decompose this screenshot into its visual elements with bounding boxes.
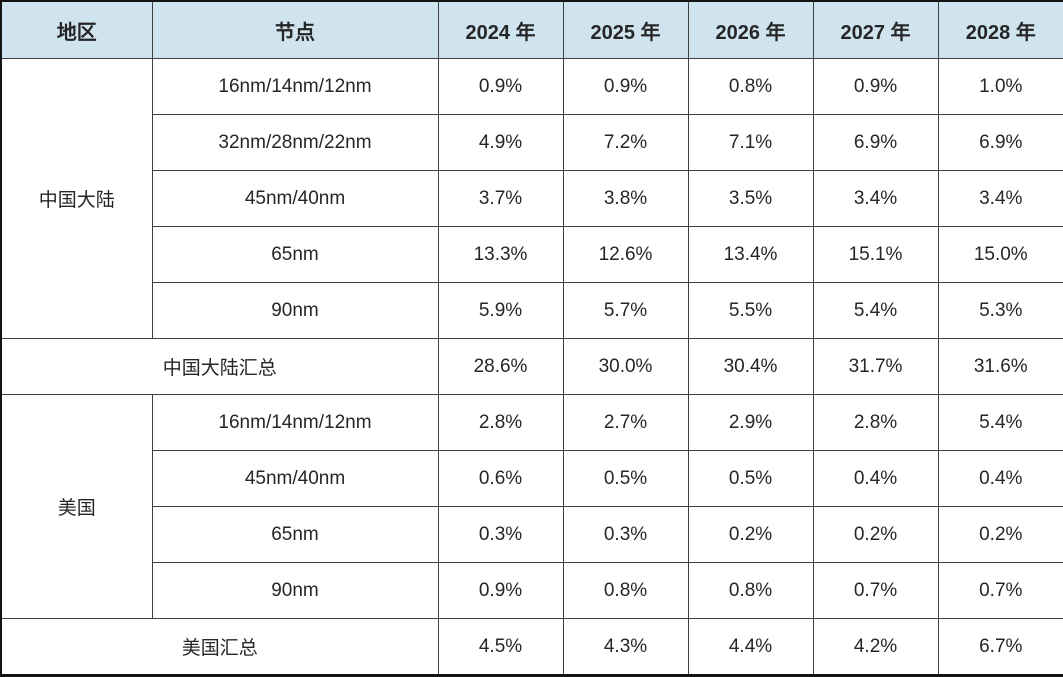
value-cell: 3.4% (937, 170, 1063, 227)
value-cell: 15.1% (812, 226, 939, 283)
table-row: 45nm/40nm 0.6% 0.5% 0.5% 0.4% 0.4% (1, 450, 1063, 507)
table-row: 90nm 5.9% 5.7% 5.5% 5.4% 5.3% (1, 282, 1063, 339)
value-cell: 3.5% (687, 170, 814, 227)
node-cell: 45nm/40nm (151, 170, 439, 227)
table-row: 美国 16nm/14nm/12nm 2.8% 2.7% 2.9% 2.8% 5.… (0, 394, 1063, 619)
table-row: 32nm/28nm/22nm 4.9% 7.2% 7.1% 6.9% 6.9% (1, 114, 1063, 171)
value-cell: 0.5% (562, 450, 689, 507)
value-cell: 2.9% (687, 394, 814, 451)
value-cell: 2.8% (437, 394, 564, 451)
value-cell: 5.9% (437, 282, 564, 339)
value-cell: 3.7% (437, 170, 564, 227)
column-header-2027: 2027 年 (812, 0, 939, 59)
value-cell: 13.4% (687, 226, 814, 283)
column-header-2026: 2026 年 (687, 0, 814, 59)
value-cell: 6.9% (937, 114, 1063, 171)
node-cell: 90nm (151, 562, 439, 619)
value-cell: 5.4% (937, 394, 1063, 451)
value-cell: 3.8% (562, 170, 689, 227)
value-cell: 0.8% (687, 562, 814, 619)
value-cell: 4.9% (437, 114, 564, 171)
node-cell: 32nm/28nm/22nm (151, 114, 439, 171)
value-cell: 0.4% (812, 450, 939, 507)
node-cell: 90nm (151, 282, 439, 339)
value-cell: 0.9% (562, 58, 689, 115)
node-cell: 16nm/14nm/12nm (151, 58, 439, 115)
summary-value-cell: 31.7% (812, 338, 939, 395)
value-cell: 5.4% (812, 282, 939, 339)
node-cell: 65nm (151, 226, 439, 283)
column-header-node: 节点 (151, 0, 439, 59)
value-cell: 0.4% (937, 450, 1063, 507)
summary-value-cell: 30.4% (687, 338, 814, 395)
value-cell: 7.1% (687, 114, 814, 171)
value-cell: 5.7% (562, 282, 689, 339)
value-cell: 0.9% (812, 58, 939, 115)
summary-label-cell: 美国汇总 (0, 618, 439, 676)
value-cell: 0.9% (437, 562, 564, 619)
node-cell: 45nm/40nm (151, 450, 439, 507)
value-cell: 6.9% (812, 114, 939, 171)
region-cell-usa: 美国 (0, 394, 153, 619)
table-row: 90nm 0.9% 0.8% 0.8% 0.7% 0.7% (1, 562, 1063, 619)
value-cell: 5.5% (687, 282, 814, 339)
value-cell: 5.3% (937, 282, 1063, 339)
summary-value-cell: 4.2% (812, 618, 939, 676)
summary-value-cell: 4.4% (687, 618, 814, 676)
column-header-2024: 2024 年 (437, 0, 564, 59)
value-cell: 0.8% (687, 58, 814, 115)
summary-value-cell: 31.6% (937, 338, 1063, 395)
column-header-2028: 2028 年 (937, 0, 1063, 59)
value-cell: 0.2% (687, 506, 814, 563)
value-cell: 0.6% (437, 450, 564, 507)
summary-label-cell: 中国大陆汇总 (0, 338, 439, 395)
value-cell: 0.2% (812, 506, 939, 563)
value-cell: 0.2% (937, 506, 1063, 563)
table-row: 中国大陆 16nm/14nm/12nm 0.9% 0.9% 0.8% 0.9% … (0, 58, 1063, 339)
summary-value-cell: 28.6% (437, 338, 564, 395)
summary-value-cell: 6.7% (937, 618, 1063, 676)
value-cell: 1.0% (937, 58, 1063, 115)
summary-value-cell: 4.3% (562, 618, 689, 676)
value-cell: 0.5% (687, 450, 814, 507)
value-cell: 7.2% (562, 114, 689, 171)
column-header-region: 地区 (0, 0, 153, 59)
column-header-2025: 2025 年 (562, 0, 689, 59)
value-cell: 15.0% (937, 226, 1063, 283)
value-cell: 0.8% (562, 562, 689, 619)
value-cell: 0.9% (437, 58, 564, 115)
value-cell: 13.3% (437, 226, 564, 283)
table-header: 地区 节点 2024 年 2025 年 2026 年 2027 年 2028 年 (0, 0, 1063, 59)
table-row: 45nm/40nm 3.7% 3.8% 3.5% 3.4% 3.4% (1, 170, 1063, 227)
value-cell: 2.7% (562, 394, 689, 451)
value-cell: 12.6% (562, 226, 689, 283)
value-cell: 3.4% (812, 170, 939, 227)
summary-value-cell: 4.5% (437, 618, 564, 676)
value-cell: 0.3% (437, 506, 564, 563)
value-cell: 2.8% (812, 394, 939, 451)
node-cell: 65nm (151, 506, 439, 563)
summary-row-usa: 美国汇总 4.5% 4.3% 4.4% 4.2% 6.7% (0, 618, 1063, 676)
summary-value-cell: 30.0% (562, 338, 689, 395)
value-cell: 0.7% (812, 562, 939, 619)
table-row: 65nm 0.3% 0.3% 0.2% 0.2% 0.2% (1, 506, 1063, 563)
value-cell: 0.3% (562, 506, 689, 563)
summary-row-china: 中国大陆汇总 28.6% 30.0% 30.4% 31.7% 31.6% (0, 338, 1063, 395)
table-row: 65nm 13.3% 12.6% 13.4% 15.1% 15.0% (1, 226, 1063, 283)
header-row: 地区 节点 2024 年 2025 年 2026 年 2027 年 2028 年 (0, 0, 1063, 59)
value-cell: 0.7% (937, 562, 1063, 619)
node-cell: 16nm/14nm/12nm (151, 394, 439, 451)
region-cell-china: 中国大陆 (0, 58, 153, 339)
